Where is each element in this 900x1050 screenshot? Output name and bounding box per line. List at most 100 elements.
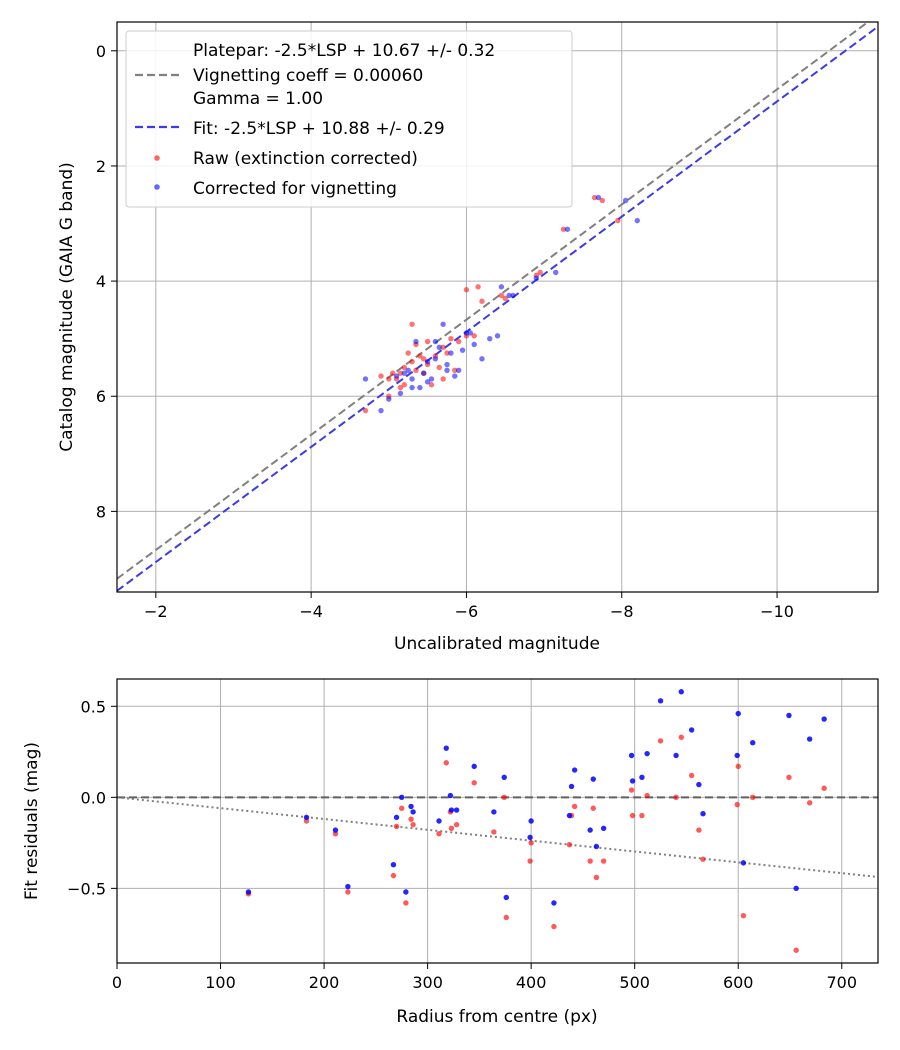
corrected-point bbox=[428, 376, 435, 382]
x-tick-label: −2 bbox=[144, 602, 168, 621]
raw-point bbox=[639, 812, 645, 819]
raw-point bbox=[629, 812, 636, 819]
raw-point bbox=[471, 780, 477, 786]
bottom-y-axis-label: Fit residuals (mag) bbox=[22, 742, 42, 900]
raw-point bbox=[428, 382, 435, 388]
corrected-point bbox=[786, 712, 792, 719]
raw-point bbox=[436, 831, 442, 837]
top-fit-lines bbox=[117, 22, 878, 592]
corrected-point bbox=[455, 367, 462, 374]
corrected-point bbox=[471, 341, 477, 348]
raw-point bbox=[390, 872, 397, 879]
corrected-point bbox=[673, 752, 679, 759]
y-tick-label: 8 bbox=[96, 502, 106, 521]
corrected-point bbox=[551, 900, 557, 906]
raw-point bbox=[821, 785, 827, 791]
raw-point bbox=[501, 794, 507, 801]
x-tick-label: −10 bbox=[760, 602, 794, 621]
raw-point bbox=[408, 816, 414, 822]
legend-vignetting-label: Vignetting coeff = 0.00060 bbox=[193, 66, 423, 86]
raw-point bbox=[600, 858, 607, 864]
raw-point bbox=[615, 217, 621, 224]
raw-point bbox=[498, 292, 505, 299]
raw-point bbox=[409, 358, 415, 365]
corrected-point bbox=[413, 338, 419, 345]
raw-point bbox=[750, 794, 756, 801]
raw-point bbox=[455, 338, 462, 345]
residuals-panel: 0 100 200 300 400 500 600 700 0.5 0.0 −0.5 Radius … bbox=[22, 678, 879, 1027]
x-tick-label: 600 bbox=[723, 973, 754, 992]
corrected-point bbox=[566, 812, 573, 819]
bottom-axes-frame bbox=[116, 678, 879, 964]
bottom-ticks: 0 100 200 300 400 500 600 700 0.5 0.0 −0.5 bbox=[67, 697, 857, 992]
raw-point bbox=[413, 367, 419, 374]
corrected-point bbox=[688, 727, 695, 733]
raw-point bbox=[566, 841, 573, 848]
corrected-point bbox=[401, 370, 408, 376]
raw-point bbox=[591, 194, 598, 201]
corrected-point bbox=[399, 794, 405, 801]
raw-point bbox=[503, 914, 510, 921]
corrected-point bbox=[590, 776, 596, 782]
corrected-point bbox=[405, 367, 411, 374]
raw-point bbox=[345, 889, 351, 895]
corrected-point bbox=[639, 774, 645, 781]
corrected-point bbox=[393, 814, 400, 821]
corrected-point bbox=[533, 275, 540, 281]
bottom-reference-lines bbox=[117, 796, 878, 878]
corrected-point bbox=[453, 807, 460, 813]
x-tick-label: 0 bbox=[112, 973, 122, 992]
corrected-point bbox=[487, 335, 493, 342]
raw-point bbox=[537, 269, 543, 276]
raw-point bbox=[424, 338, 431, 345]
raw-point bbox=[401, 382, 408, 388]
corrected-point bbox=[362, 376, 369, 382]
corrected-point bbox=[527, 834, 533, 841]
corrected-point bbox=[432, 356, 439, 362]
corrected-point bbox=[345, 883, 351, 890]
raw-point bbox=[628, 787, 635, 793]
corrected-point bbox=[657, 698, 664, 704]
legend-box bbox=[125, 30, 573, 208]
corrected-point bbox=[459, 347, 466, 353]
corrected-point bbox=[734, 752, 740, 759]
raw-point bbox=[528, 840, 534, 846]
raw-point bbox=[678, 734, 684, 740]
raw-point bbox=[378, 373, 384, 379]
raw-point bbox=[475, 284, 481, 290]
corrected-point bbox=[634, 217, 640, 224]
y-tick-label: 0.0 bbox=[81, 788, 106, 807]
raw-point bbox=[700, 856, 706, 862]
corrected-point bbox=[471, 763, 477, 770]
corrected-point bbox=[443, 745, 449, 751]
corrected-point bbox=[386, 396, 392, 402]
raw-point bbox=[688, 772, 695, 779]
raw-point bbox=[401, 364, 408, 371]
corrected-point bbox=[595, 194, 602, 201]
raw-point bbox=[471, 333, 477, 339]
raw-point bbox=[793, 947, 799, 953]
bottom-x-axis-label: Radius from centre (px) bbox=[396, 1007, 597, 1027]
raw-point bbox=[410, 821, 416, 828]
raw-point bbox=[440, 376, 446, 382]
corrected-point bbox=[593, 843, 600, 850]
y-tick-label: 6 bbox=[96, 387, 106, 406]
y-tick-label: 4 bbox=[96, 272, 106, 291]
corrected-point bbox=[397, 390, 404, 397]
raw-point bbox=[593, 874, 600, 881]
corrected-point bbox=[501, 774, 507, 781]
legend-platepar-label: Platepar: -2.5*LSP + 10.67 +/- 0.32 bbox=[193, 41, 495, 61]
raw-point bbox=[551, 923, 557, 930]
raw-point bbox=[806, 800, 813, 806]
x-tick-label: −6 bbox=[455, 602, 479, 621]
corrected-point bbox=[403, 889, 409, 895]
corrected-point bbox=[553, 269, 559, 276]
corrected-point bbox=[750, 740, 756, 746]
corrected-point bbox=[494, 333, 501, 339]
raw-point bbox=[463, 287, 470, 293]
raw-point bbox=[735, 763, 741, 770]
corrected-point bbox=[424, 358, 431, 365]
corrected-point bbox=[424, 379, 431, 385]
corrected-point bbox=[409, 384, 415, 391]
